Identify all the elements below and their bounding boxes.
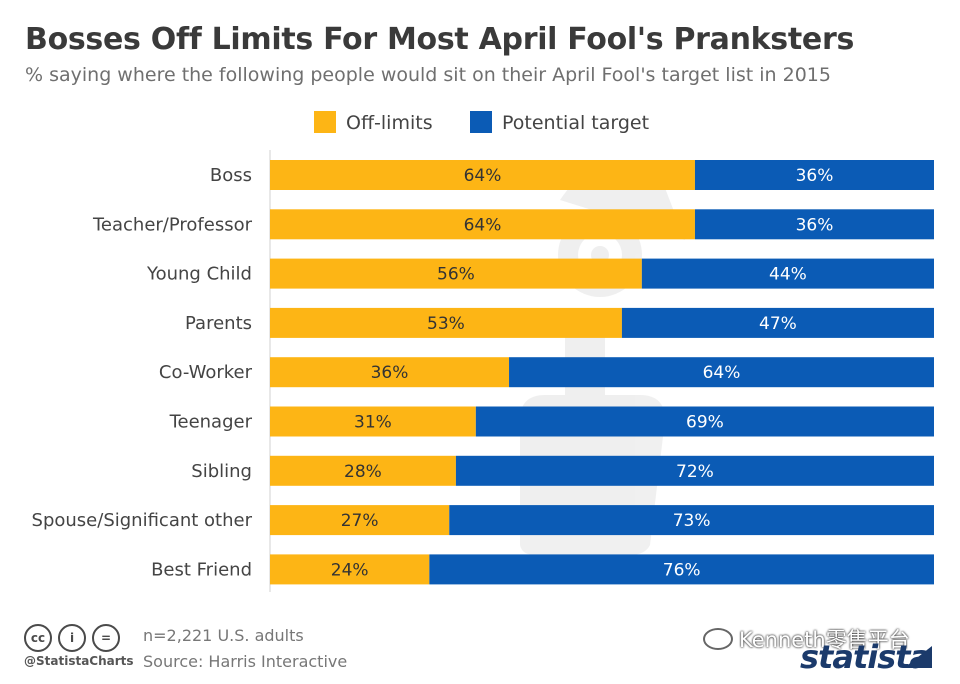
bar-group: Boss 64% 36% Teacher/Professor 64% 36% Young C…: [32, 160, 934, 585]
wechat-icon: [703, 628, 733, 650]
bar-value-label: 64%: [464, 166, 502, 186]
twitter-handle: @StatistaCharts: [24, 654, 134, 668]
bar-value-label: 24%: [331, 560, 369, 580]
bar-value-label: 36%: [796, 215, 834, 235]
bar-value-label: 31%: [354, 413, 392, 433]
legend-swatch: [470, 111, 492, 133]
chart-legend: Off-limits Potential target: [314, 111, 649, 134]
category-label: Co-Worker: [159, 362, 253, 383]
bar-value-label: 27%: [341, 511, 379, 531]
bar-value-label: 36%: [796, 166, 834, 186]
bar-value-label: 56%: [437, 265, 475, 285]
bar-potential-target: [509, 357, 934, 388]
bar-potential-target: [449, 505, 934, 536]
bar-potential-target: [694, 160, 934, 190]
creative-commons-icon: cc: [24, 624, 52, 652]
legend-swatch: [314, 111, 336, 133]
bar-value-label: 44%: [769, 265, 807, 285]
bar-off-limits: [270, 258, 642, 289]
bar-value-label: 72%: [676, 462, 714, 482]
category-label: Spouse/Significant other: [32, 510, 253, 531]
bar-potential-target: [455, 455, 934, 486]
bar-potential-target: [475, 406, 934, 437]
no-derivatives-icon: =: [92, 624, 120, 652]
attribution-icon: i: [58, 624, 86, 652]
sample-note: n=2,221 U.S. adults: [143, 626, 304, 645]
category-label: Young Child: [146, 264, 252, 285]
bar-off-limits: [270, 406, 476, 437]
category-label: Teenager: [169, 412, 253, 433]
bar-off-limits: [270, 455, 456, 486]
category-label: Boss: [210, 165, 252, 186]
bar-value-label: 36%: [371, 363, 409, 383]
category-label: Teacher/Professor: [92, 214, 253, 235]
bar-value-label: 73%: [673, 511, 711, 531]
bar-potential-target: [429, 554, 934, 585]
bar-potential-target: [641, 258, 934, 289]
source-note: Source: Harris Interactive: [143, 652, 348, 671]
bar-off-limits: [270, 160, 695, 190]
category-label: Best Friend: [151, 559, 252, 580]
bar-off-limits: [270, 554, 430, 585]
bar-value-label: 28%: [344, 462, 382, 482]
bar-value-label: 47%: [759, 314, 797, 334]
bar-value-label: 64%: [464, 215, 502, 235]
bar-value-label: 76%: [663, 560, 701, 580]
bar-potential-target: [694, 209, 934, 240]
statista-logo-text: statista: [800, 638, 931, 676]
license-icons: cc i =: [24, 624, 120, 652]
category-label: Sibling: [191, 461, 252, 482]
bar-off-limits: [270, 307, 622, 338]
watermark: Kenneth零售平台: [703, 624, 910, 654]
bar-off-limits: [270, 209, 695, 240]
category-label: Parents: [185, 313, 252, 334]
legend-label: Off-limits: [346, 112, 433, 134]
chart-subtitle: % saying where the following people woul…: [25, 64, 831, 86]
bar-value-label: 53%: [427, 314, 465, 334]
chart-title: Bosses Off Limits For Most April Fool's …: [25, 22, 854, 57]
bar-value-label: 64%: [703, 363, 741, 383]
bar-value-label: 69%: [686, 413, 724, 433]
legend-label: Potential target: [502, 112, 649, 134]
bar-off-limits: [270, 505, 450, 536]
bar-off-limits: [270, 357, 510, 388]
watermark-text: Kenneth零售平台: [739, 628, 910, 652]
bar-potential-target: [621, 307, 934, 338]
